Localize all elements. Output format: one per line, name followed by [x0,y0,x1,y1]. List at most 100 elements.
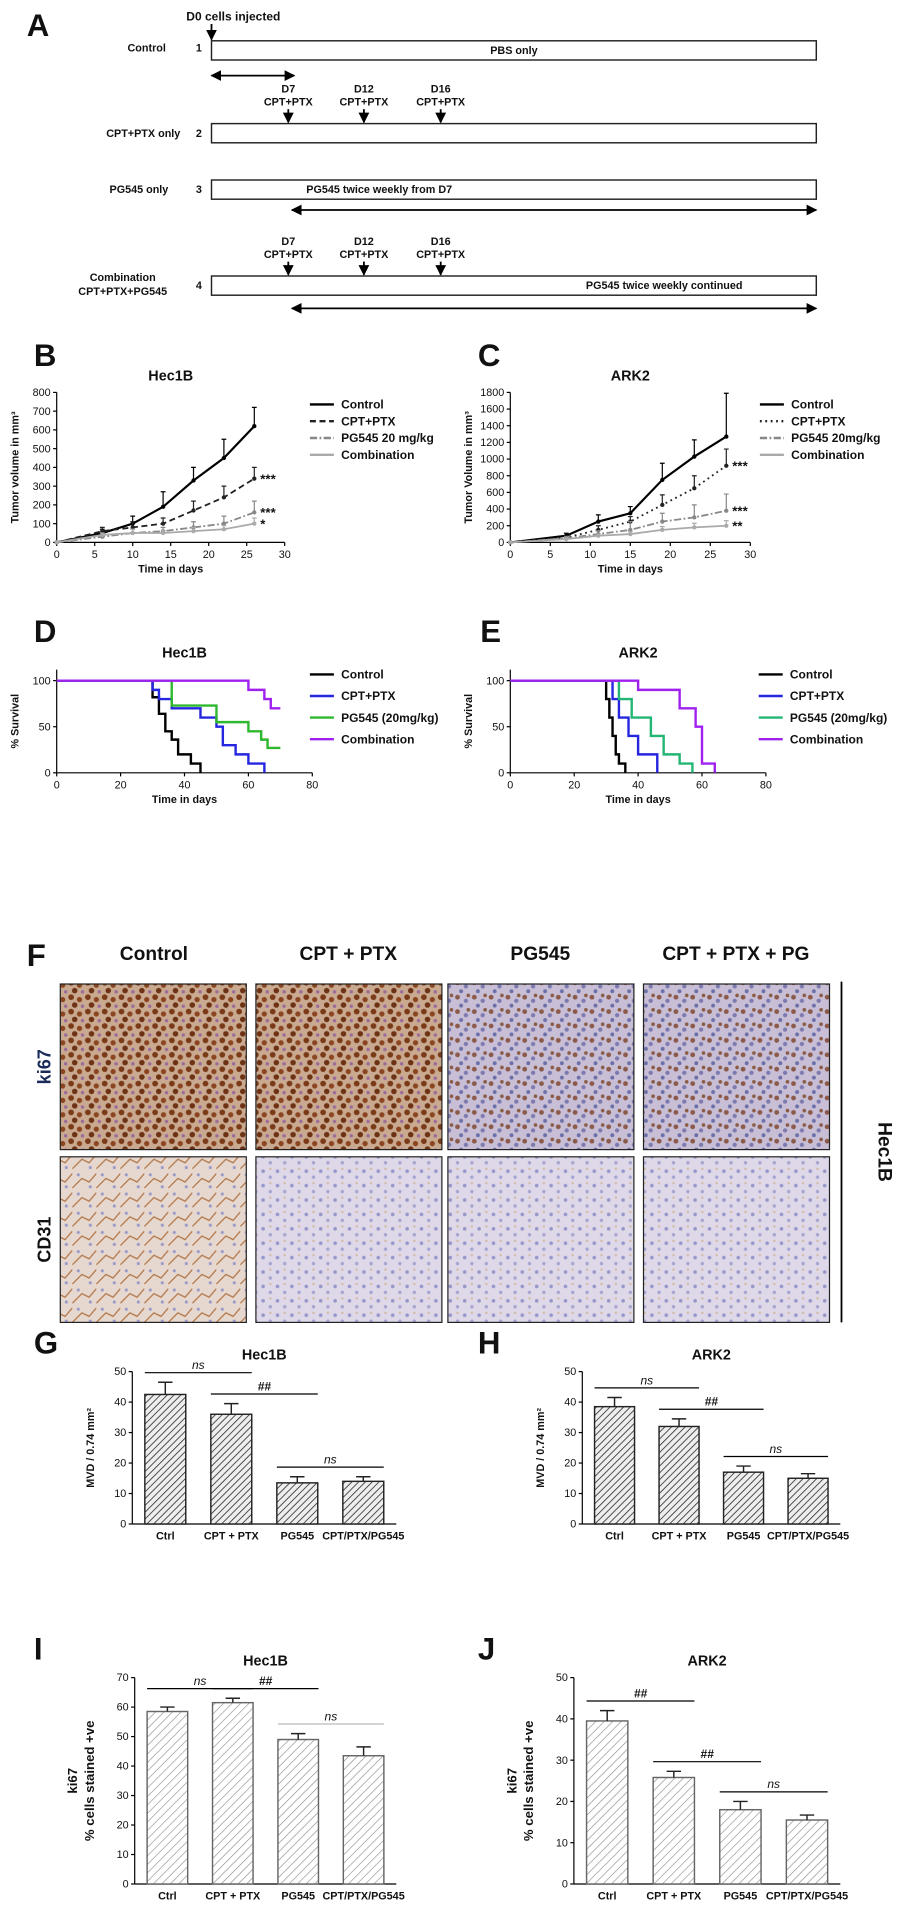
x-tick-label: PG545 [280,1531,314,1543]
x-tick-label: 20 [115,779,127,791]
y-tick-label: 50 [39,721,51,733]
group-name: CPT+PTX+PG545 [78,286,167,298]
column-header: Control [120,944,188,965]
legend-label: Combination [341,732,414,746]
point [660,519,665,524]
y-axis-label: % Survival [463,694,475,749]
bar [276,1482,319,1525]
error-bar [290,1476,305,1483]
legend-label: CPT+PTX [341,414,395,428]
column-header: CPT + PTX [300,944,398,965]
series-line [510,679,716,773]
legend-label: Control [341,398,384,412]
y-tick-label: 10 [556,1837,568,1849]
comparison-label: ns [194,1674,207,1688]
group-number: 1 [196,43,202,55]
legend-label: PG545 20mg/kg [791,431,880,445]
x-tick-label: CPT + PTX [205,1891,261,1903]
bar [787,1477,829,1525]
series-line [510,679,627,773]
y-tick-label: 400 [33,462,51,474]
point [252,510,257,515]
point [100,532,105,538]
error-bar [160,491,166,507]
error-bar [191,466,196,481]
row-label: CD31 [35,1217,55,1263]
group-number: 3 [196,184,202,196]
point [252,476,257,481]
y-tick-label: 70 [117,1672,129,1684]
micrograph [255,1156,443,1323]
point [191,508,196,513]
chart-title: ARK2 [619,646,658,662]
y-axis-label: % cells stained +ve [82,1721,97,1842]
y-tick-label: 30 [564,1427,576,1439]
side-label: Hec1B [874,1122,895,1182]
x-axis-label: Time in days [138,563,203,575]
dose-drug: CPT+PTX [264,97,314,109]
y-tick-label: 20 [564,1458,576,1470]
x-tick-label: CPT + PTX [652,1531,708,1543]
dose-drug: CPT+PTX [416,249,466,261]
bar [146,1710,189,1885]
dose-drug: CPT+PTX [416,97,466,109]
x-tick-label: 10 [584,549,596,561]
bar-text: PBS only [490,45,537,57]
legend-label: PG545 (20mg/kg) [341,711,438,725]
comparison-label: ns [324,1453,337,1467]
bar [719,1808,762,1885]
x-tick-label: 30 [744,549,756,561]
significance: *** [732,504,748,519]
y-tick-label: 0 [45,537,51,549]
point [660,502,665,508]
dose-day: D7 [281,236,295,248]
error-bar [723,493,729,511]
y-tick-label: 50 [114,1366,126,1378]
bar [210,1413,253,1525]
y-axis-label: % cells stained +ve [521,1721,536,1842]
x-tick-label: CPT/PTX/PG545 [322,1891,404,1903]
bar [652,1776,696,1885]
legend-label: PG545 (20mg/kg) [790,711,887,725]
x-tick-label: Ctrl [605,1531,624,1543]
point [221,521,227,526]
panel-label: I [34,1632,43,1667]
dose-day: D7 [281,83,295,95]
legend-label: CPT+PTX [790,689,844,703]
error-bar [224,1402,239,1415]
error-bar [799,1814,815,1821]
y-axis-label: ki67 [504,1768,519,1794]
legend-label: Combination [790,732,863,746]
y-tick-label: 50 [492,721,504,733]
x-tick-label: 25 [704,549,716,561]
doses: D7 CPT+PTX D12 CPT+PTX D16 CPT+PTX [264,236,466,276]
y-tick-label: 1200 [480,437,504,449]
y-tick-label: 10 [564,1488,576,1500]
y-tick-label: 100 [486,675,504,687]
x-tick-label: 20 [568,779,580,791]
micrograph [447,983,635,1151]
x-tick-label: 80 [306,779,318,791]
bar-text: PG545 twice weekly continued [586,280,743,292]
group-name: Control [128,43,166,55]
series-line [56,679,266,773]
legend-label: CPT+PTX [341,689,395,703]
x-tick-label: 15 [165,549,177,561]
chart-title: ARK2 [692,1348,731,1364]
bar [211,1701,254,1885]
legend-label: Control [341,668,384,682]
error-bar [666,1770,681,1778]
error-bar [691,439,697,457]
x-tick-label: PG545 [281,1891,315,1903]
point [692,525,697,530]
significance: * [260,516,266,531]
y-axis-label: ki67 [65,1768,80,1794]
y-tick-label: 0 [45,767,51,779]
panel-label: E [480,614,501,649]
dose-day: D12 [354,83,374,95]
comparison-label: ns [769,1442,782,1456]
micrograph [642,983,831,1151]
column-header: CPT + PTX + PG [662,944,809,965]
chart-title: Hec1B [148,368,193,384]
y-tick-label: 10 [114,1488,126,1500]
